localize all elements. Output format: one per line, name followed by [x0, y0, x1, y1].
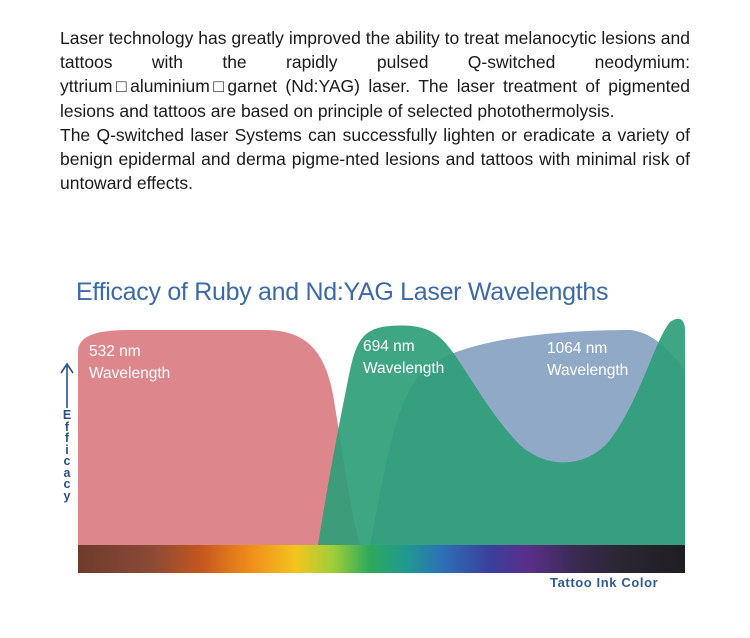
curve-694nm — [318, 318, 685, 545]
y-axis-label: E f f i c a c y — [62, 408, 72, 503]
label-694nm: 694 nm Wavelength — [363, 338, 445, 377]
intro-text: Laser technology has greatly improved th… — [60, 26, 690, 195]
paragraph-2: The Q-switched laser Systems can success… — [60, 124, 690, 194]
label-1064nm: 1064 nm Wavelength — [547, 340, 629, 379]
ink-color-spectrum-bar — [78, 545, 685, 573]
label-532nm: 532 nm Wavelength — [89, 343, 171, 382]
figure-title: Efficacy of Ruby and Nd:YAG Laser Wavele… — [76, 278, 609, 306]
x-axis-caption: Tattoo Ink Color — [550, 575, 659, 590]
curve-532nm — [78, 330, 360, 545]
efficacy-arrow-head — [60, 362, 74, 374]
paragraph-1: Laser technology has greatly improved th… — [60, 28, 690, 121]
